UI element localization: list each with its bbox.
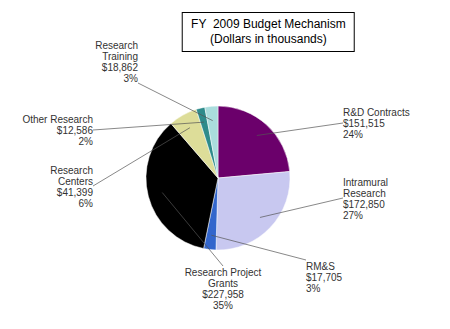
svg-text:RM&S$17,7053%: RM&S$17,7053% (306, 260, 343, 293)
svg-text:ResearchTraining$18,8623%: ResearchTraining$18,8623% (95, 39, 138, 83)
svg-text:IntramuralResearch$172,85027%: IntramuralResearch$172,85027% (343, 176, 388, 220)
svg-text:ResearchCenters$41,3996%: ResearchCenters$41,3996% (50, 164, 93, 208)
svg-text:Other Research$12,5862%: Other Research$12,5862% (22, 114, 93, 147)
svg-text:R&D Contracts$151,51524%: R&D Contracts$151,51524% (343, 107, 410, 140)
html-text:FY 2009 Budget Mechanism (Doll: FY 2009 Budget Mechanism (Dollars in tho… (191, 17, 346, 46)
svg-text:Research ProjectGrants$227,958: Research ProjectGrants$227,95835% (185, 266, 262, 310)
